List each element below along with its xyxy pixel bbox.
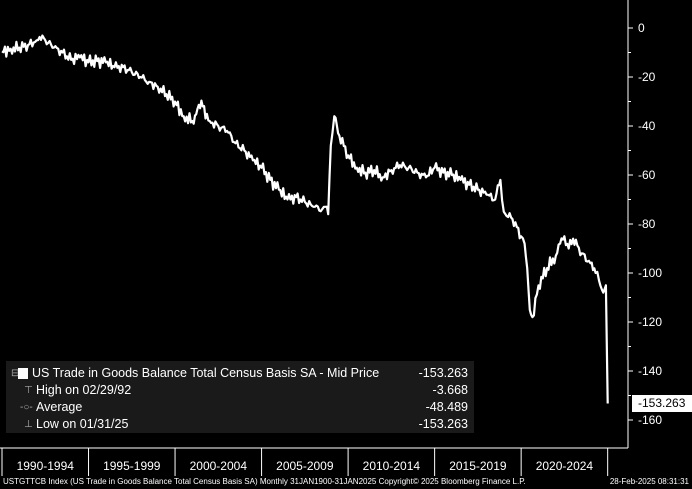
footer: USTGTTCB Index (US Trade in Goods Balanc… bbox=[0, 476, 692, 489]
x-tick-label: 1995-1999 bbox=[103, 459, 161, 473]
y-tick-label: -20 bbox=[638, 70, 656, 84]
low-marker-icon: ⊥ bbox=[24, 419, 33, 430]
x-axis: 1990-1994 1995-1999 2000-2004 2005-2009 2010… bbox=[0, 447, 628, 476]
high-marker-icon: ⊤ bbox=[24, 385, 33, 396]
y-axis: 0 -20 -40 -60 -80 -100 -120 -140 -160 bbox=[627, 0, 662, 448]
y-tick-label: -120 bbox=[638, 315, 662, 329]
series-line bbox=[1, 34, 609, 404]
legend-average-row: -○- Average -48.489 bbox=[6, 399, 474, 416]
y-tick-label: -40 bbox=[638, 119, 656, 133]
x-tick-label: 2010-2014 bbox=[363, 459, 421, 473]
legend-series-value: -153.263 bbox=[418, 366, 468, 380]
y-tick-label: 0 bbox=[638, 21, 645, 35]
legend-high-row: ⊤ High on 02/29/92 -3.668 bbox=[6, 382, 474, 399]
last-value-badge: -153.263 bbox=[632, 394, 692, 412]
footer-source: USTGTTCB Index (US Trade in Goods Balanc… bbox=[3, 477, 526, 486]
chart: 0-20-40-60-80-100-120-140-160 1990-1994 1… bbox=[0, 0, 662, 476]
collapse-icon: ⊟ bbox=[11, 368, 20, 379]
plot-area bbox=[1, 34, 609, 404]
y-tick-label: -140 bbox=[638, 364, 662, 378]
x-tick-label: 2005-2009 bbox=[276, 459, 334, 473]
x-tick-label: 2015-2019 bbox=[449, 459, 507, 473]
x-tick-label: 1990-1994 bbox=[17, 459, 75, 473]
legend-high-value: -3.668 bbox=[432, 383, 468, 397]
y-tick-label: -100 bbox=[638, 266, 662, 280]
legend-average-value: -48.489 bbox=[425, 400, 468, 414]
legend-series-row: ⊟ US Trade in Goods Balance Total Census… bbox=[6, 365, 474, 382]
x-tick-label: 2020-2024 bbox=[536, 459, 594, 473]
legend: ⊟ US Trade in Goods Balance Total Census… bbox=[6, 361, 474, 433]
legend-low-row: ⊥ Low on 01/31/25 -153.263 bbox=[6, 416, 474, 433]
legend-low-value: -153.263 bbox=[418, 417, 468, 431]
legend-high-label: High on 02/29/92 bbox=[36, 383, 132, 397]
series-swatch bbox=[18, 368, 28, 379]
legend-low-label: Low on 01/31/25 bbox=[36, 417, 129, 431]
average-marker-icon: -○- bbox=[20, 402, 33, 413]
legend-average-label: Average bbox=[36, 400, 83, 414]
legend-series-label: US Trade in Goods Balance Total Census B… bbox=[32, 366, 380, 380]
y-tick-label: -80 bbox=[638, 217, 656, 231]
x-tick-label: 2000-2004 bbox=[190, 459, 248, 473]
y-tick-label: -60 bbox=[638, 168, 656, 182]
footer-timestamp: 28-Feb-2025 08:31:31 bbox=[609, 477, 689, 486]
y-tick-label: -160 bbox=[638, 413, 662, 427]
